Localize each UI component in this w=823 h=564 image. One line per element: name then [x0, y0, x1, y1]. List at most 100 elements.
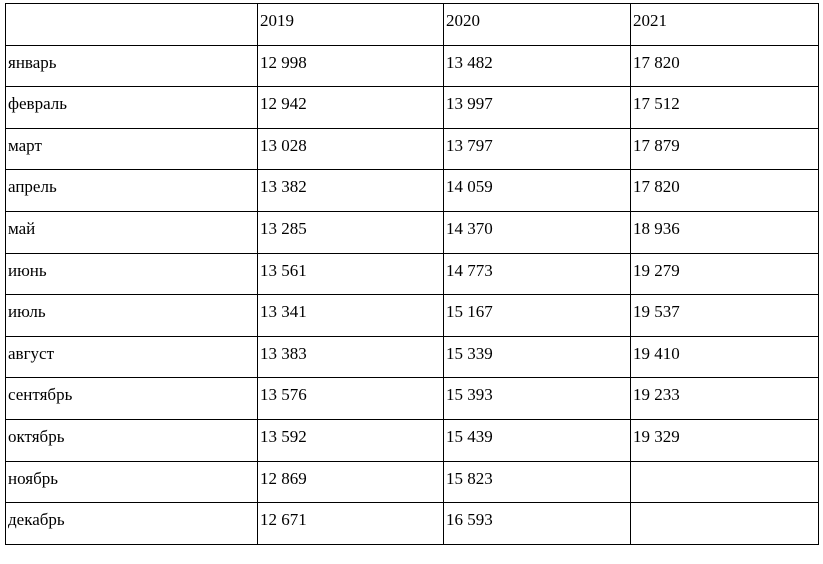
table-row: декабрь 12 671 16 593	[5, 502, 819, 545]
table-cell: декабрь	[5, 502, 258, 545]
table-cell: июль	[5, 294, 258, 337]
table-cell: август	[5, 335, 258, 379]
cell-value: 17 820	[633, 177, 680, 197]
cell-value: 13 576	[260, 385, 307, 405]
table-cell: 13 382	[257, 169, 444, 212]
table-row: май 13 285 14 370 18 936	[5, 210, 819, 254]
row-label: август	[8, 343, 55, 363]
table-cell: 13 797	[443, 127, 631, 171]
cell-value: 13 997	[446, 94, 493, 114]
data-table: 2019 2020 2021 январь 12 998 13 482 17 820 февр…	[5, 3, 819, 545]
table-cell: 12 671	[257, 502, 444, 545]
table-row: апрель 13 382 14 059 17 820	[5, 169, 819, 212]
table-cell: 19 410	[630, 335, 819, 379]
table-row: март 13 028 13 797 17 879	[5, 127, 819, 171]
row-label: октябрь	[8, 426, 65, 446]
table-cell: 19 279	[630, 252, 819, 296]
row-label: май	[8, 218, 36, 238]
table-cell: март	[5, 127, 258, 171]
table-cell: 14 059	[443, 169, 631, 212]
table-cell: 19 329	[630, 418, 819, 462]
column-header: 2020	[446, 11, 480, 30]
table-cell: апрель	[5, 169, 258, 212]
cell-value: 14 370	[446, 218, 493, 238]
table-cell: февраль	[5, 86, 258, 129]
cell-value: 13 341	[260, 302, 307, 322]
cell-value: 19 410	[633, 343, 680, 363]
row-label: июнь	[8, 260, 47, 280]
table-cell: май	[5, 210, 258, 254]
table-cell: 14 773	[443, 252, 631, 296]
cell-value: 12 869	[260, 468, 307, 488]
cell-value: 15 393	[446, 385, 493, 405]
table-cell: 17 879	[630, 127, 819, 171]
table-cell: ноябрь	[5, 460, 258, 504]
table-cell: 15 439	[443, 418, 631, 462]
table-cell: 15 339	[443, 335, 631, 379]
table-row: ноябрь 12 869 15 823	[5, 460, 819, 504]
table-row: октябрь 13 592 15 439 19 329	[5, 418, 819, 462]
header-row: 2019 2020 2021	[5, 3, 819, 46]
row-label: ноябрь	[8, 468, 58, 488]
cell-value: 12 942	[260, 94, 307, 114]
table-cell: 12 998	[257, 44, 444, 88]
cell-value: 13 561	[260, 260, 307, 280]
table-cell	[5, 3, 258, 46]
table-row: январь 12 998 13 482 17 820	[5, 44, 819, 88]
cell-value: 16 593	[446, 510, 493, 530]
table-cell: 13 592	[257, 418, 444, 462]
table-cell: 12 942	[257, 86, 444, 129]
cell-value: 13 383	[260, 343, 307, 363]
table-cell: 13 576	[257, 377, 444, 420]
cell-value: 19 329	[633, 426, 680, 446]
table-cell	[630, 502, 819, 545]
table-cell: 19 233	[630, 377, 819, 420]
table-cell: 15 823	[443, 460, 631, 504]
table-row: август 13 383 15 339 19 410	[5, 335, 819, 379]
cell-value: 15 823	[446, 468, 493, 488]
table-cell: 17 820	[630, 169, 819, 212]
cell-value: 12 671	[260, 510, 307, 530]
row-label: февраль	[8, 94, 68, 114]
table-cell: 13 482	[443, 44, 631, 88]
table-cell: 2020	[443, 3, 631, 46]
cell-value: 15 439	[446, 426, 493, 446]
table-cell: сентябрь	[5, 377, 258, 420]
table-cell: июнь	[5, 252, 258, 296]
column-header: 2021	[633, 11, 667, 30]
cell-value: 14 773	[446, 260, 493, 280]
table-cell: 13 997	[443, 86, 631, 129]
table-cell: 13 383	[257, 335, 444, 379]
table-row: февраль 12 942 13 997 17 512	[5, 86, 819, 129]
table-cell: 2021	[630, 3, 819, 46]
table-cell: 12 869	[257, 460, 444, 504]
table-cell	[630, 460, 819, 504]
table-cell: 16 593	[443, 502, 631, 545]
table-row: июнь 13 561 14 773 19 279	[5, 252, 819, 296]
table-cell: 17 820	[630, 44, 819, 88]
table-row: июль 13 341 15 167 19 537	[5, 294, 819, 337]
table-cell: 13 561	[257, 252, 444, 296]
table-cell: 15 393	[443, 377, 631, 420]
table-cell: 13 341	[257, 294, 444, 337]
table-cell: октябрь	[5, 418, 258, 462]
cell-value: 17 879	[633, 135, 680, 155]
cell-value: 13 285	[260, 218, 307, 238]
cell-value: 13 592	[260, 426, 307, 446]
cell-value: 13 797	[446, 135, 493, 155]
cell-value: 14 059	[446, 177, 493, 197]
cell-value: 19 279	[633, 260, 680, 280]
table-cell: 13 028	[257, 127, 444, 171]
cell-value: 15 339	[446, 343, 493, 363]
cell-value: 19 233	[633, 385, 680, 405]
table-cell: 2019	[257, 3, 444, 46]
table-cell: 17 512	[630, 86, 819, 129]
cell-value: 13 382	[260, 177, 307, 197]
table-cell: 18 936	[630, 210, 819, 254]
table-cell: 19 537	[630, 294, 819, 337]
row-label: апрель	[8, 177, 57, 197]
cell-value: 15 167	[446, 302, 493, 322]
cell-value: 19 537	[633, 302, 680, 322]
table-body: 2019 2020 2021 январь 12 998 13 482 17 820 февр…	[5, 3, 819, 545]
table-cell: январь	[5, 44, 258, 88]
